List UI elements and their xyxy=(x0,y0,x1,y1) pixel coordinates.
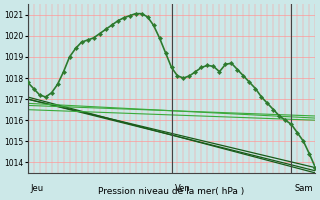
Text: Sam: Sam xyxy=(294,184,313,193)
Text: Ven: Ven xyxy=(174,184,190,193)
X-axis label: Pression niveau de la mer( hPa ): Pression niveau de la mer( hPa ) xyxy=(98,187,244,196)
Text: Jeu: Jeu xyxy=(31,184,44,193)
